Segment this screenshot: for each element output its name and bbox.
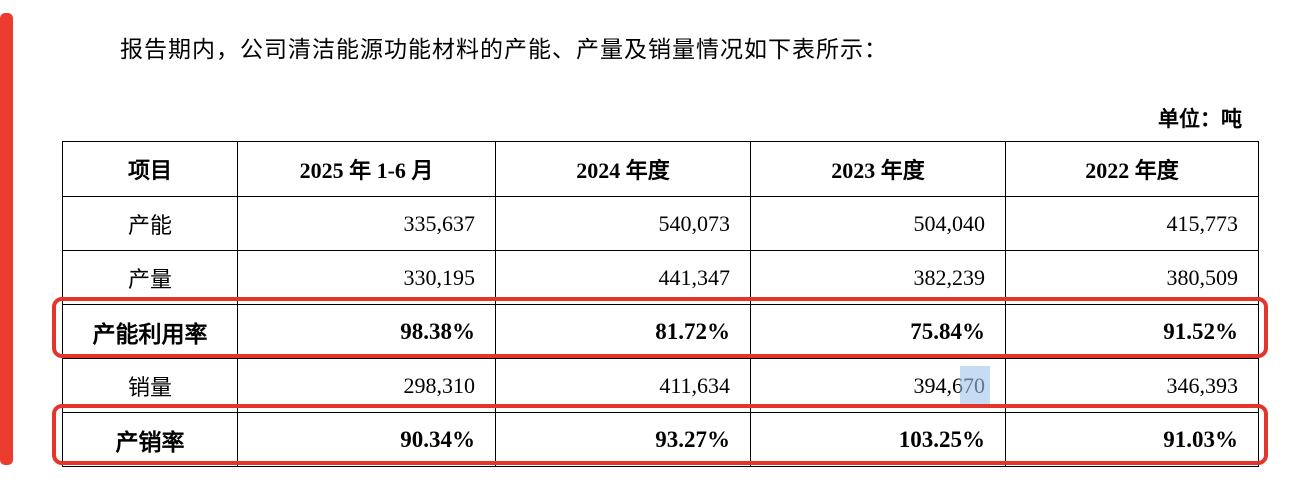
cell-value: 380,509 bbox=[1005, 250, 1259, 305]
cell-value: 415,773 bbox=[1005, 196, 1259, 251]
cell-value: 540,073 bbox=[495, 196, 751, 251]
cell-value: 91.03% bbox=[1005, 412, 1259, 467]
cell-value: 330,195 bbox=[237, 250, 496, 305]
cell-value: 91.52% bbox=[1005, 304, 1259, 359]
table-row-production-sales-ratio: 产销率 90.34% 93.27% 103.25% 91.03% bbox=[62, 412, 1259, 467]
cell-value: 441,347 bbox=[495, 250, 751, 305]
table-row-sales-volume: 销量 298,310 411,634 394,670 346,393 bbox=[62, 358, 1259, 413]
row-label: 销量 bbox=[62, 358, 238, 413]
table-row-capacity: 产能 335,637 540,073 504,040 415,773 bbox=[62, 196, 1259, 251]
cell-value: 411,634 bbox=[495, 358, 751, 413]
cell-value: 81.72% bbox=[495, 304, 751, 359]
row-label: 产能利用率 bbox=[62, 304, 238, 359]
cell-value: 103.25% bbox=[750, 412, 1006, 467]
unit-label: 单位：吨 bbox=[1158, 107, 1242, 131]
col-header-2024: 2024 年度 bbox=[495, 141, 751, 197]
cell-value: 346,393 bbox=[1005, 358, 1259, 413]
capacity-production-sales-table: 项目 2025 年 1-6 月 2024 年度 2023 年度 2022 年度 … bbox=[62, 141, 1259, 467]
cell-value: 382,239 bbox=[750, 250, 1006, 305]
cell-value: 75.84% bbox=[750, 304, 1006, 359]
table-header-row: 项目 2025 年 1-6 月 2024 年度 2023 年度 2022 年度 bbox=[62, 141, 1259, 197]
col-header-item: 项目 bbox=[62, 141, 238, 197]
cell-value: 504,040 bbox=[750, 196, 1006, 251]
cell-value: 98.38% bbox=[237, 304, 496, 359]
red-left-stripe bbox=[0, 13, 13, 465]
table-row-output: 产量 330,195 441,347 382,239 380,509 bbox=[62, 250, 1259, 305]
col-header-2023: 2023 年度 bbox=[750, 141, 1006, 197]
cell-value: 90.34% bbox=[237, 412, 496, 467]
row-label: 产销率 bbox=[62, 412, 238, 467]
row-label: 产能 bbox=[62, 196, 238, 251]
col-header-2022: 2022 年度 bbox=[1005, 141, 1259, 197]
table-row-capacity-utilization: 产能利用率 98.38% 81.72% 75.84% 91.52% bbox=[62, 304, 1259, 359]
row-label: 产量 bbox=[62, 250, 238, 305]
cell-value: 93.27% bbox=[495, 412, 751, 467]
cell-value: 298,310 bbox=[237, 358, 496, 413]
cell-value: 335,637 bbox=[237, 196, 496, 251]
text-selection-highlight bbox=[960, 366, 990, 404]
col-header-2025h1: 2025 年 1-6 月 bbox=[237, 141, 496, 197]
intro-paragraph: 报告期内，公司清洁能源功能材料的产能、产量及销量情况如下表所示： bbox=[120, 37, 888, 62]
